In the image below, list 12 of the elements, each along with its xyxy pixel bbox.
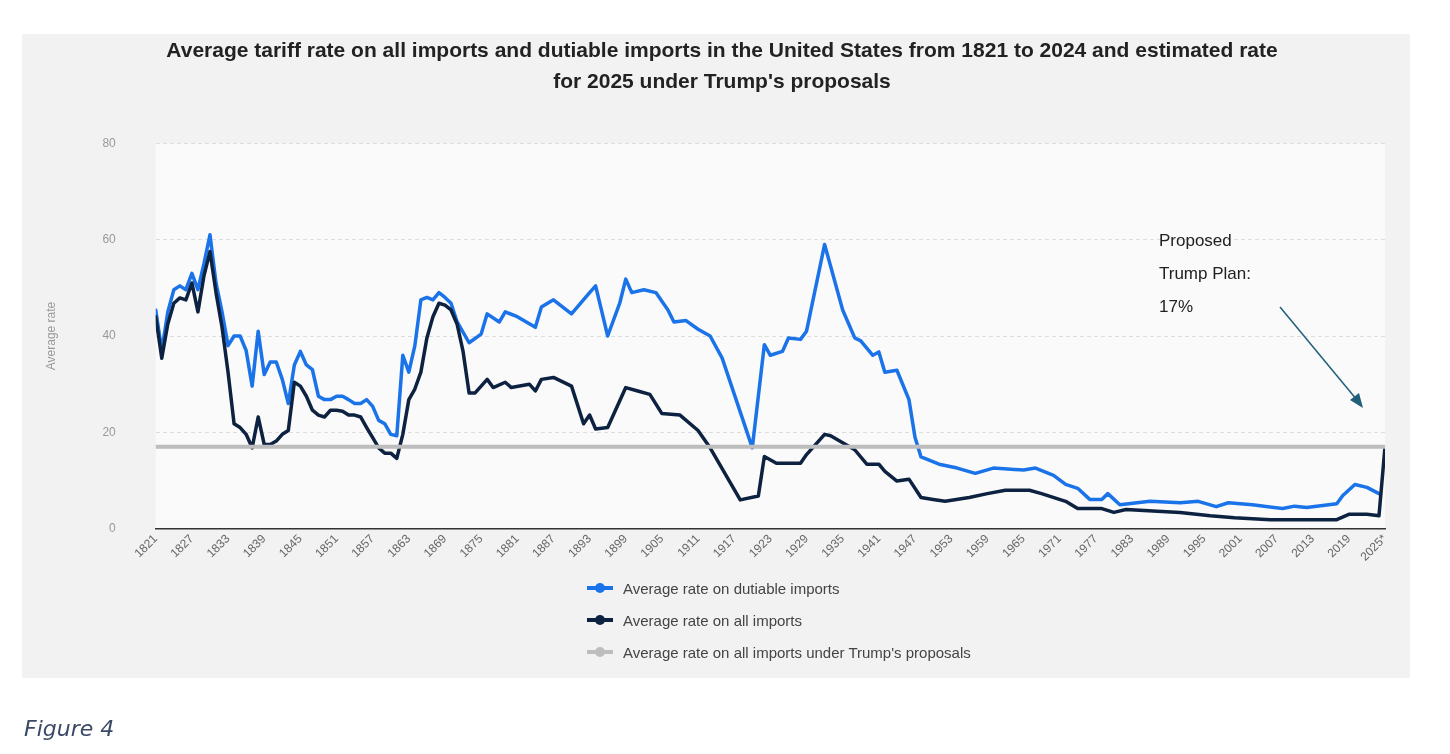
y-axis-title: Average rate bbox=[43, 301, 58, 371]
chart-title: Average tariff rate on all imports and dutiable imports in the United States from 1821 to 2024 and estimated rate for 2025 under Trump's proposals bbox=[165, 37, 1279, 94]
y-tick-label: 0 bbox=[109, 521, 117, 536]
y-tick-label: 80 bbox=[102, 135, 117, 150]
legend-label: Average rate on dutiable imports bbox=[623, 579, 840, 597]
y-tick-label: 60 bbox=[102, 231, 117, 246]
y-tick-label: 20 bbox=[102, 424, 117, 439]
legend-label: Average rate on all imports bbox=[623, 611, 802, 629]
caption: Figure 4 bbox=[24, 716, 115, 741]
y-tick-label: 40 bbox=[102, 328, 117, 343]
legend-label: Average rate on all imports under Trump's proposals bbox=[623, 643, 971, 661]
annotation: Proposed Trump Plan: 17% bbox=[1159, 230, 1252, 318]
